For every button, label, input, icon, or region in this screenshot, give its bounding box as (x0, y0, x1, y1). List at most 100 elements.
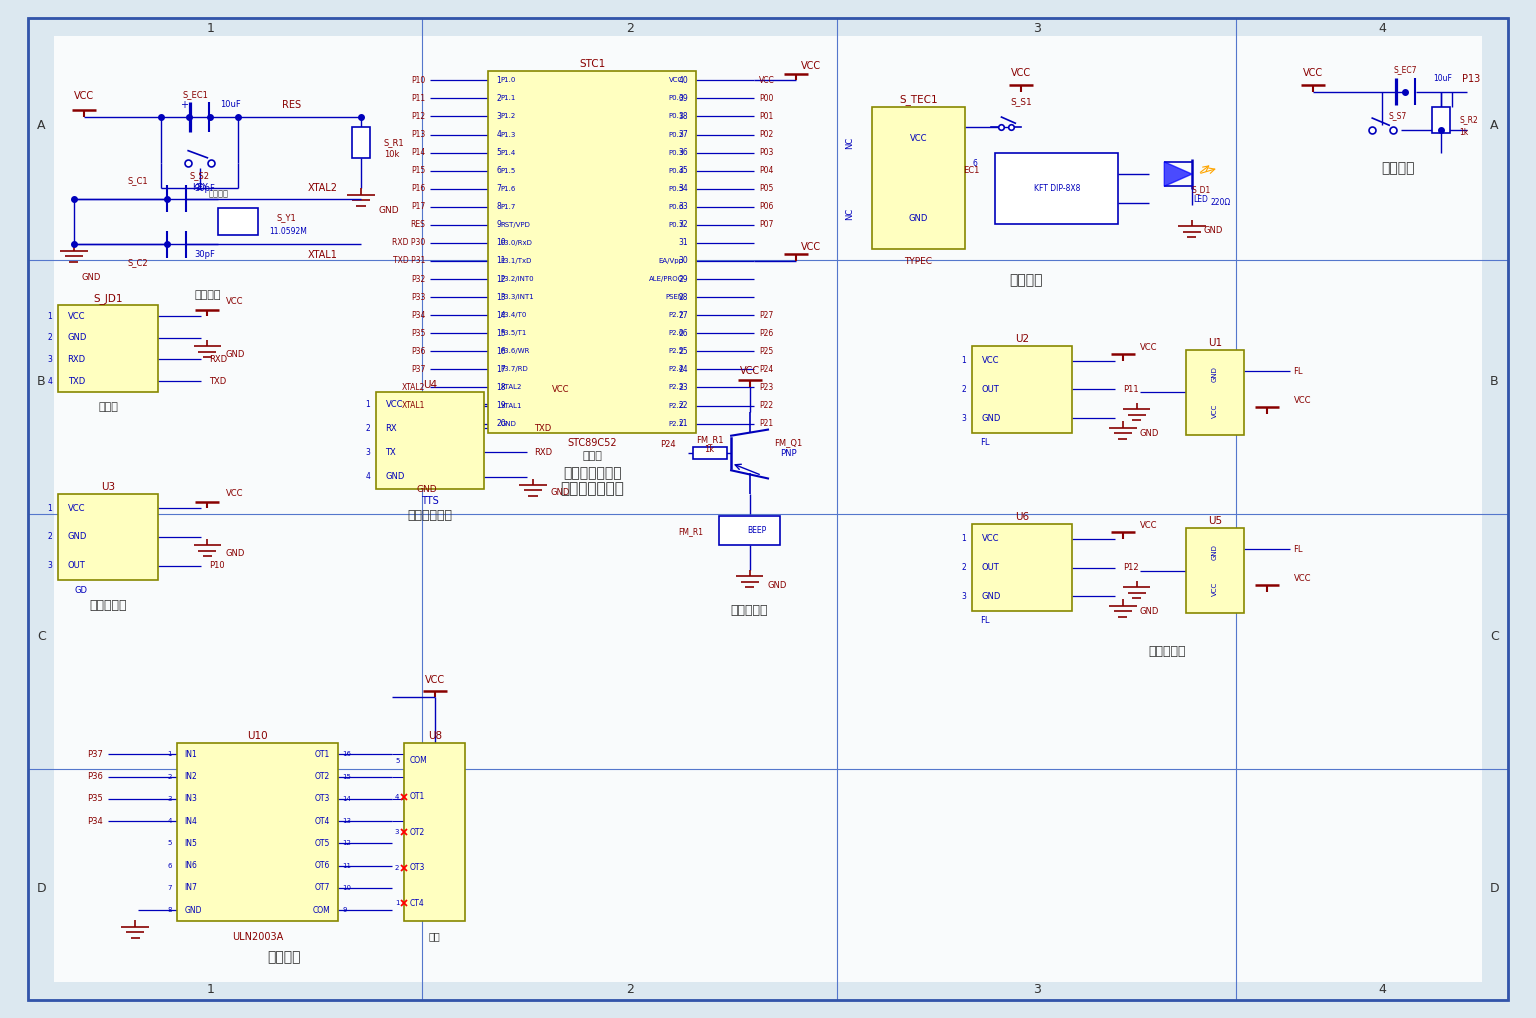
Text: VCC: VCC (424, 675, 445, 685)
Text: P13: P13 (1462, 74, 1481, 84)
Text: STC1: STC1 (579, 59, 605, 69)
Text: VCC: VCC (1293, 396, 1312, 405)
Text: 8: 8 (167, 907, 172, 913)
Text: 4: 4 (366, 472, 370, 482)
Text: IN6: IN6 (184, 861, 197, 870)
Text: GND: GND (1204, 226, 1223, 234)
Text: VCC: VCC (226, 297, 244, 306)
Text: GND: GND (909, 214, 928, 223)
Text: GND: GND (416, 486, 438, 495)
Text: TXD: TXD (68, 377, 84, 386)
Text: A: A (1490, 119, 1499, 131)
Text: P3.7/RD: P3.7/RD (501, 366, 528, 373)
Text: 2: 2 (962, 385, 966, 394)
Text: U1: U1 (1207, 338, 1223, 348)
Text: KEY: KEY (192, 183, 207, 191)
Text: 38: 38 (679, 112, 688, 121)
Text: P34: P34 (412, 310, 425, 320)
Text: RES: RES (410, 220, 425, 229)
Text: P0.4: P0.4 (668, 168, 684, 174)
Text: 按键复位: 按键复位 (207, 189, 229, 197)
Text: VCC: VCC (982, 534, 998, 544)
Text: P25: P25 (759, 347, 773, 356)
Text: VCC: VCC (1293, 574, 1312, 583)
Text: OT5: OT5 (315, 839, 330, 848)
Bar (218, 208, 258, 235)
Bar (872, 107, 965, 249)
Text: S_EC7: S_EC7 (1393, 65, 1418, 73)
Text: 2: 2 (366, 423, 370, 433)
Text: RXD: RXD (68, 355, 86, 364)
Text: IN3: IN3 (184, 794, 197, 803)
Text: GND: GND (386, 472, 406, 482)
Text: A: A (37, 119, 46, 131)
Text: TYPEC: TYPEC (905, 258, 932, 266)
Text: 10k: 10k (384, 151, 399, 159)
Text: 12: 12 (343, 840, 352, 846)
Text: GND: GND (378, 207, 399, 215)
Text: CT4: CT4 (410, 899, 425, 908)
Text: VCC: VCC (1303, 68, 1324, 78)
Text: P01: P01 (759, 112, 773, 121)
Text: P24: P24 (660, 441, 676, 449)
Text: TTS: TTS (421, 496, 439, 506)
Text: EC1: EC1 (963, 166, 980, 175)
Text: 14: 14 (496, 310, 505, 320)
Text: 18: 18 (496, 383, 505, 392)
Text: OT4: OT4 (315, 816, 330, 826)
Text: GND: GND (982, 591, 1001, 601)
Text: P00: P00 (759, 94, 773, 103)
Text: P07: P07 (759, 220, 773, 229)
Bar (488, 71, 696, 433)
Text: S_S1: S_S1 (1011, 98, 1032, 106)
Text: 5: 5 (167, 840, 172, 846)
Text: 3: 3 (395, 830, 399, 835)
Text: VCC: VCC (800, 61, 822, 71)
Text: VCC: VCC (759, 75, 774, 84)
Text: P3.5/T1: P3.5/T1 (501, 330, 527, 336)
Text: 19: 19 (496, 401, 505, 410)
Text: 2: 2 (395, 865, 399, 870)
Text: U4: U4 (422, 380, 438, 390)
Text: P0.6: P0.6 (668, 204, 684, 210)
Text: FL: FL (980, 617, 989, 625)
Text: 1: 1 (962, 356, 966, 365)
Bar (58, 494, 158, 580)
Text: NC: NC (845, 136, 854, 149)
Text: P35: P35 (412, 329, 425, 338)
Text: P22: P22 (759, 401, 773, 410)
Text: P32: P32 (412, 275, 425, 284)
Text: 单片机最小系统: 单片机最小系统 (562, 466, 622, 480)
Text: P1.0: P1.0 (501, 77, 516, 83)
Text: 37: 37 (679, 130, 688, 139)
Text: OUT: OUT (982, 385, 1000, 394)
Text: 1k: 1k (1459, 128, 1468, 136)
Text: XTAL1: XTAL1 (501, 402, 522, 408)
Text: P0.0: P0.0 (668, 96, 684, 102)
Bar (1186, 350, 1244, 435)
Text: P0.7: P0.7 (668, 222, 684, 228)
Text: P1.2: P1.2 (501, 113, 516, 119)
Text: 6: 6 (167, 862, 172, 868)
Text: 3: 3 (962, 413, 966, 422)
Text: 7: 7 (167, 885, 172, 891)
Text: IN2: IN2 (184, 772, 197, 781)
Text: GND: GND (226, 549, 244, 558)
Text: 单片机最小系统: 单片机最小系统 (561, 482, 624, 496)
Text: P3.2/INT0: P3.2/INT0 (501, 276, 535, 282)
Text: 15: 15 (343, 774, 352, 780)
Text: U8: U8 (427, 731, 442, 741)
Text: D: D (37, 883, 46, 895)
Text: 3: 3 (167, 796, 172, 802)
Text: ALE/PROG: ALE/PROG (648, 276, 684, 282)
Text: RXD: RXD (535, 448, 553, 457)
Text: VCC: VCC (68, 504, 84, 513)
Text: IN5: IN5 (184, 839, 197, 848)
Text: P12: P12 (1123, 563, 1138, 572)
Text: P23: P23 (759, 383, 773, 392)
Text: U10: U10 (247, 731, 267, 741)
Text: S_S7: S_S7 (1389, 112, 1407, 120)
Text: P37: P37 (412, 364, 425, 374)
Text: TXD: TXD (209, 377, 226, 386)
Text: 晶振电路: 晶振电路 (194, 290, 221, 300)
